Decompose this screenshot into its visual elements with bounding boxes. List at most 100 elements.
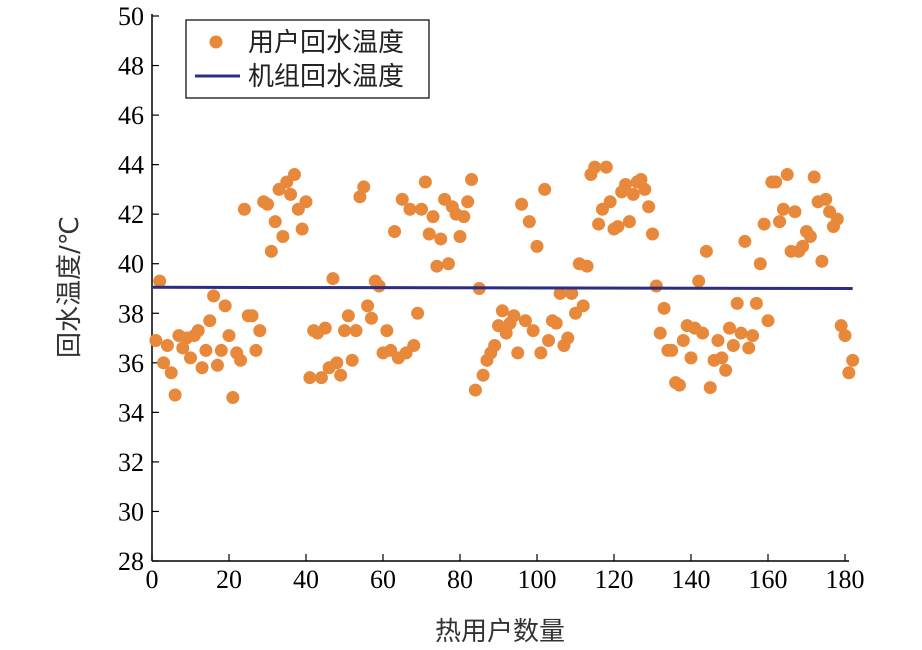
- data-point: [334, 368, 348, 382]
- data-point: [626, 187, 640, 201]
- data-point: [646, 227, 659, 241]
- data-point: [588, 160, 602, 174]
- data-point: [611, 220, 625, 234]
- data-point: [638, 182, 652, 196]
- x-axis-label: 热用户数量: [435, 617, 565, 647]
- data-point: [176, 341, 190, 355]
- legend-label-user-return-temp: 用户回水温度: [248, 28, 404, 58]
- data-point: [723, 321, 736, 335]
- data-point: [415, 202, 428, 216]
- data-point: [672, 378, 686, 392]
- data-point: [380, 324, 394, 338]
- data-point: [426, 210, 440, 224]
- data-point: [411, 306, 425, 320]
- data-point: [553, 286, 567, 300]
- data-point: [338, 324, 351, 338]
- data-point: [364, 311, 378, 325]
- series-line-unit-return-temp: [151, 285, 853, 290]
- data-point: [576, 299, 590, 313]
- data-point: [264, 244, 278, 258]
- data-point: [773, 215, 787, 229]
- data-point: [534, 346, 548, 360]
- data-point: [268, 215, 282, 229]
- data-point: [807, 170, 821, 184]
- data-point: [665, 343, 679, 357]
- y-tick-label: 32: [118, 448, 144, 477]
- legend-marker-user-return-temp: [209, 35, 223, 49]
- data-point: [838, 329, 852, 343]
- data-point: [195, 361, 209, 375]
- data-point: [287, 168, 301, 182]
- x-tick-label: 100: [518, 565, 557, 594]
- data-point: [341, 309, 355, 323]
- data-point: [742, 341, 756, 355]
- data-point: [299, 195, 313, 209]
- data-point: [495, 304, 509, 318]
- data-point: [253, 324, 267, 338]
- data-point: [769, 175, 783, 189]
- data-point: [842, 366, 856, 380]
- data-point: [522, 215, 536, 229]
- data-point: [314, 371, 328, 385]
- data-point: [457, 210, 471, 224]
- data-point: [507, 309, 521, 323]
- y-tick-label: 28: [118, 547, 144, 576]
- data-point: [418, 175, 432, 189]
- data-point: [518, 314, 532, 328]
- data-point: [218, 299, 232, 313]
- data-point: [757, 217, 771, 231]
- data-point: [207, 289, 221, 303]
- data-point: [153, 274, 167, 288]
- data-point: [318, 321, 332, 335]
- data-point: [214, 343, 228, 357]
- data-point: [441, 257, 455, 271]
- data-point: [388, 225, 402, 239]
- data-point: [403, 202, 417, 216]
- data-point: [653, 326, 667, 340]
- data-point: [726, 338, 740, 352]
- x-ticks: 0 20 40 60 80 100 120 140 160 180: [146, 554, 865, 594]
- data-point: [422, 227, 436, 241]
- data-point: [245, 309, 259, 323]
- y-tick-label: 34: [118, 398, 144, 427]
- data-point: [488, 338, 502, 352]
- data-point: [819, 192, 833, 206]
- data-point: [372, 279, 386, 293]
- data-point: [699, 244, 713, 258]
- data-point: [761, 314, 775, 328]
- data-point: [295, 222, 309, 236]
- x-tick-label: 180: [826, 565, 865, 594]
- data-point: [468, 383, 482, 397]
- data-point: [746, 329, 760, 343]
- data-point: [542, 334, 556, 348]
- data-point: [284, 187, 298, 201]
- data-point: [846, 353, 860, 367]
- data-point: [776, 202, 790, 216]
- data-point: [719, 363, 733, 377]
- data-point: [561, 331, 575, 345]
- data-point: [164, 366, 178, 380]
- y-axis-label: 回水温度/℃: [55, 216, 85, 358]
- data-point: [749, 296, 763, 310]
- y-tick-label: 44: [118, 151, 144, 180]
- data-point: [734, 326, 748, 340]
- data-point: [357, 180, 371, 194]
- data-point: [453, 229, 467, 243]
- data-point: [803, 229, 817, 243]
- data-point: [549, 316, 563, 330]
- data-point: [530, 239, 544, 253]
- y-tick-label: 46: [118, 101, 144, 130]
- data-point: [353, 190, 367, 204]
- data-point: [237, 202, 251, 216]
- y-tick-label: 48: [118, 52, 144, 81]
- data-point: [634, 173, 648, 186]
- data-point: [345, 353, 359, 367]
- data-point: [430, 259, 444, 273]
- x-tick-label: 160: [749, 565, 788, 594]
- data-point: [157, 356, 171, 370]
- x-tick-label: 60: [370, 565, 396, 594]
- x-tick-label: 0: [146, 565, 159, 594]
- data-point: [210, 358, 224, 372]
- data-point: [603, 195, 617, 209]
